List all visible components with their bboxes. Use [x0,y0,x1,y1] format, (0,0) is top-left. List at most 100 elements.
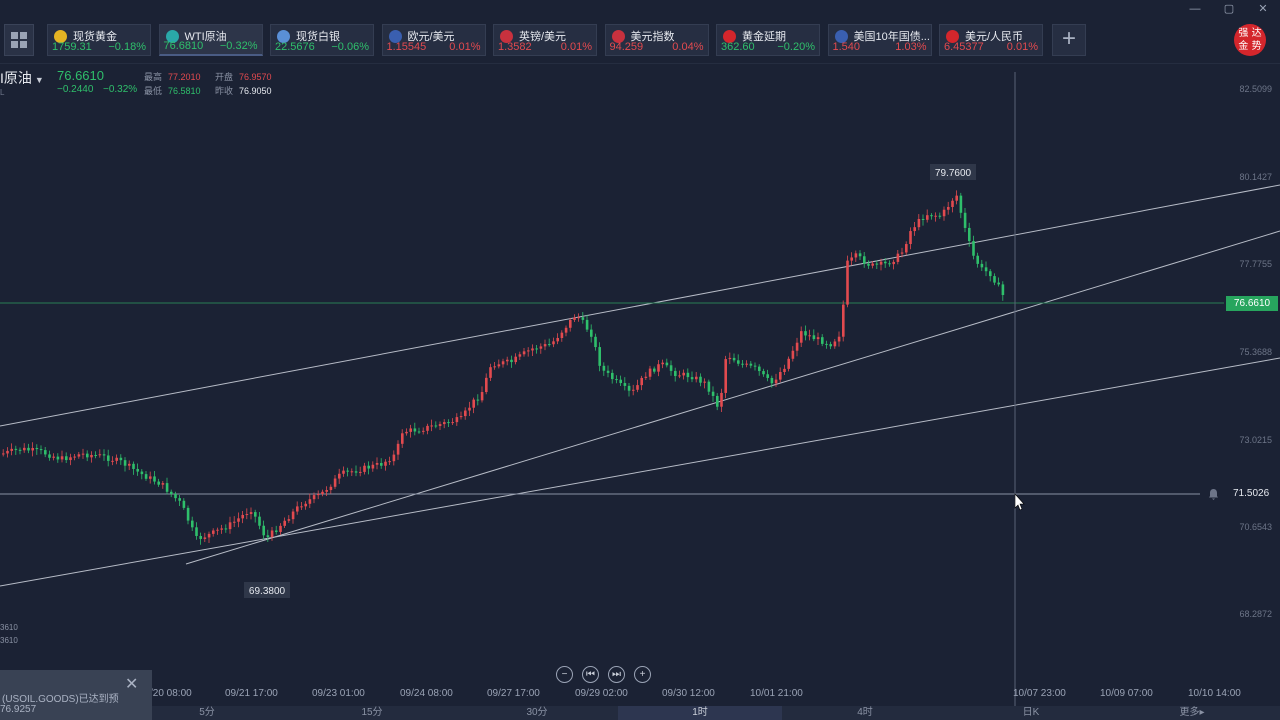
scroll-left-button[interactable]: ⏮ [582,666,599,683]
candle-body [917,218,921,228]
ticker-card[interactable]: 现货黄金 1759.31 −0.18% [47,24,151,56]
trendline-lower[interactable] [0,357,1280,587]
ticker-name: 美国10年国债... [834,28,930,44]
period-tab[interactable]: 4时 [857,707,873,718]
zoom-out-button[interactable]: − [556,666,573,683]
symbol-selector[interactable]: I原油 ▼ [0,68,44,88]
candle-body [354,471,358,473]
ticker-card[interactable]: WTI原油 76.6810 −0.32% [158,24,263,56]
candle-body [1001,284,1005,296]
candle-body [539,346,543,349]
maximize-button[interactable]: ▢ [1223,3,1235,15]
candle-body [762,371,765,375]
ticker-card[interactable]: 美国10年国债... 1.540 1.03% [827,24,932,56]
ticker-name: 美元/人民币 [946,28,1023,44]
candle-body [413,428,417,432]
period-tab[interactable]: 日K [1022,707,1040,718]
candle-body [254,512,257,517]
period-tab[interactable]: 15分 [361,707,383,718]
ticker-name-text: 欧元/美元 [407,31,455,43]
candle-body [18,449,22,451]
candle-body [81,453,85,455]
candle-body [149,476,152,479]
scroll-right-button[interactable]: ⏭ [608,666,625,683]
flag-us-icon [611,29,625,43]
candle-body [464,410,467,417]
alert-price-label: 71.5026 [1233,488,1270,499]
candle-body [846,260,849,305]
candle-body [921,218,925,220]
time-axis-label: 10/09 07:00 [1100,688,1153,699]
current-price-tag: 76.6610 [1226,296,1278,311]
ticker-card[interactable]: 欧元/美元 1.15545 0.01% [381,24,486,56]
candle-body [543,344,547,347]
bell-icon[interactable] [1208,488,1219,500]
period-tab[interactable]: 5分 [199,707,215,718]
candle-body [602,365,606,371]
candle-body [804,331,807,336]
period-tab[interactable]: 30分 [526,707,548,718]
period-tab[interactable]: 更多▸ [1179,707,1205,718]
stat-high-value: 77.2010 [168,72,201,82]
candle-body [619,379,622,384]
grid-menu-button[interactable] [4,24,34,56]
zoom-in-button[interactable]: + [634,666,651,683]
add-ticker-button[interactable]: + [1052,24,1086,56]
candle-body [283,520,286,526]
candle-body [23,447,26,451]
ticker-price: 362.60 [721,41,755,53]
ticker-name-text: 美国10年国债... [853,31,930,43]
price-axis-label: 75.3688 [1239,347,1272,357]
candle-body [304,503,307,507]
candle-body [564,327,568,333]
candle-body [779,372,782,380]
candle-body [711,391,715,396]
candle-body [745,363,748,365]
ticker-card[interactable]: 英镑/美元 1.3582 0.01% [493,24,597,56]
candle-body [56,456,60,460]
caret-down-icon[interactable]: ▼ [34,75,44,85]
candle-body [342,470,345,474]
candle-body [199,535,202,539]
candle-body [375,463,379,465]
stat-prev-value: 76.9050 [239,86,272,96]
candle-body [388,461,391,463]
logo-text: 强 达 金 势 [1238,28,1262,52]
ticker-card[interactable]: 现货白银 22.5676 −0.06% [270,24,374,56]
candle-body [833,341,837,347]
ticker-card[interactable]: 美元/人民币 6.45377 0.01% [939,24,1043,56]
candle-body [913,227,916,232]
candle-body [157,481,160,485]
candle-body [653,368,656,372]
candle-body [346,470,349,472]
ticker-card[interactable]: 美元指数 94.259 0.04% [604,24,709,56]
symbol-sub: L [0,88,5,97]
price-axis-label: 70.6543 [1239,522,1272,532]
flag-cn-icon [946,29,959,43]
ticker-name: 欧元/美元 [388,28,455,44]
candlestick-chart[interactable]: 82.5099 80.1427 77.7755 75.3688 73.0215 70.65… [0,64,1280,706]
candle-body [52,456,55,458]
time-axis-label: 09/24 08:00 [400,688,453,699]
trendline-upper[interactable] [0,184,1280,427]
low-marker-label: 69.3800 [249,586,286,597]
candle-body [863,256,866,264]
close-window-button[interactable]: ✕ [1258,3,1268,15]
left-edge-value: 3610 [0,623,18,632]
close-icon[interactable]: ✕ [125,676,139,693]
candle-body [997,282,1000,285]
candle-body [308,499,312,504]
candle-body [850,257,853,261]
candle-body [174,493,177,499]
candle-body [216,529,219,531]
ticker-card[interactable]: 黄金延期 362.60 −0.20% [716,24,820,56]
candle-body [875,263,879,265]
candle-body [892,261,895,265]
candle-body [573,317,576,320]
trendline-middle[interactable] [185,230,1280,565]
minimize-button[interactable]: — [1189,3,1201,15]
candle-body [468,407,471,411]
period-tab[interactable]: 1时 [618,706,782,720]
candle-body [350,471,354,473]
price-axis-label: 77.7755 [1239,259,1272,269]
